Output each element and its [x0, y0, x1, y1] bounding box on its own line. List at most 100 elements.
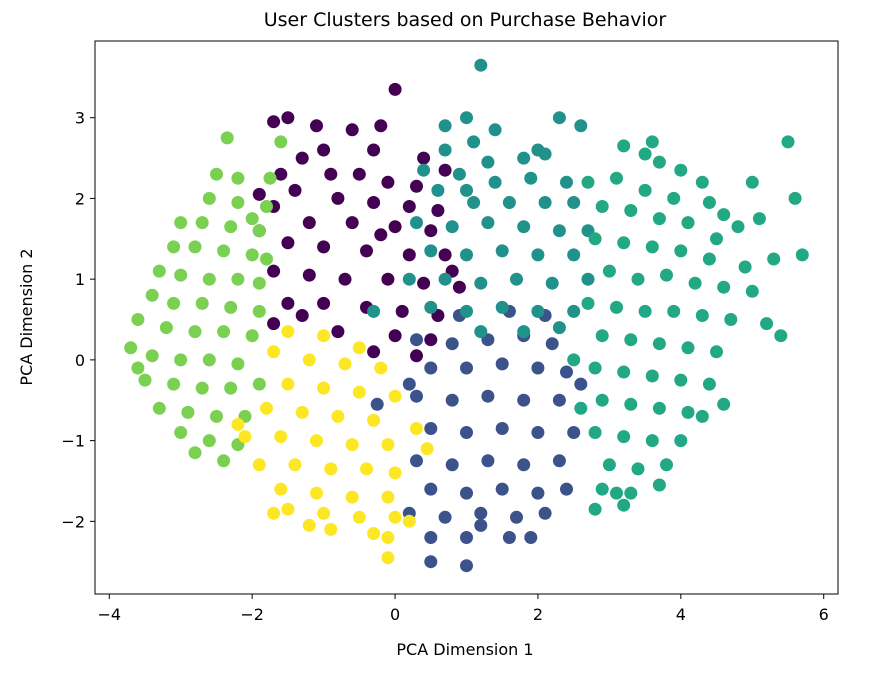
scatter-point [381, 438, 395, 452]
scatter-point [652, 337, 666, 351]
scatter-point [638, 147, 652, 161]
scatter-point [545, 276, 559, 290]
x-tick-label: −2 [240, 605, 264, 624]
scatter-point [224, 220, 238, 234]
scatter-point [574, 401, 588, 415]
x-tick-label: 2 [533, 605, 543, 624]
scatter-point [717, 208, 731, 222]
scatter-point [710, 232, 723, 246]
scatter-point [624, 397, 638, 411]
scatter-point [674, 163, 688, 177]
scatter-point [167, 240, 181, 254]
scatter-point [474, 276, 488, 290]
scatter-point [174, 216, 188, 230]
scatter-point [195, 381, 209, 395]
scatter-point [588, 426, 602, 439]
scatter-point [488, 123, 502, 137]
chart-title: User Clusters based on Purchase Behavior [264, 9, 667, 31]
scatter-point [574, 377, 588, 391]
scatter-point [552, 321, 566, 335]
scatter-point [252, 187, 266, 201]
scatter-point [495, 300, 509, 314]
x-axis: −4 −2 0 2 4 6 [97, 594, 829, 624]
scatter-point [452, 280, 466, 294]
scatter-point [624, 333, 638, 347]
scatter-point [702, 377, 716, 391]
scatter-point [388, 389, 402, 403]
scatter-point [674, 373, 688, 387]
scatter-point [652, 212, 666, 226]
scatter-point [495, 357, 509, 371]
y-tick-label: −2 [61, 512, 85, 531]
y-axis: −2 −1 0 1 2 3 [61, 109, 95, 531]
scatter-point [774, 329, 788, 343]
scatter-point [410, 422, 423, 435]
scatter-point [702, 252, 716, 266]
scatter-point [631, 272, 645, 286]
scatter-point [460, 248, 473, 262]
scatter-point [695, 409, 709, 423]
scatter-point [210, 167, 223, 181]
scatter-point [367, 196, 381, 209]
scatter-point [345, 490, 359, 504]
scatter-point [495, 482, 509, 496]
scatter-point [424, 244, 438, 258]
scatter-point [388, 220, 402, 234]
scatter-point [731, 220, 745, 234]
scatter-point [602, 264, 616, 278]
scatter-point [745, 175, 759, 189]
scatter-point [252, 377, 266, 391]
scatter-point [202, 191, 216, 205]
scatter-point [352, 385, 366, 399]
scatter-point [367, 527, 381, 540]
scatter-point [652, 478, 666, 492]
scatter-point [417, 151, 431, 165]
points-layer [124, 58, 809, 573]
scatter-point [645, 434, 659, 448]
scatter-point [438, 163, 452, 177]
scatter-point [445, 393, 459, 407]
scatter-point [588, 232, 602, 246]
scatter-point [181, 405, 195, 419]
scatter-point [667, 191, 681, 205]
scatter-point [267, 317, 281, 331]
scatter-point [260, 200, 273, 213]
scatter-point [552, 454, 566, 468]
scatter-point [152, 401, 166, 415]
y-tick-label: −1 [61, 432, 85, 451]
scatter-point [217, 244, 231, 258]
scatter-point [410, 216, 423, 230]
scatter-point [531, 361, 545, 375]
scatter-point [531, 486, 545, 500]
scatter-point [145, 349, 159, 363]
scatter-point [274, 430, 288, 444]
scatter-point [424, 422, 438, 435]
scatter-point [645, 135, 659, 149]
scatter-point [524, 171, 538, 185]
scatter-point [402, 272, 416, 286]
scatter-point [610, 171, 623, 185]
scatter-point [595, 329, 609, 343]
scatter-point [638, 304, 652, 318]
scatter-point [145, 288, 159, 302]
scatter-point [588, 502, 602, 516]
scatter-point [745, 284, 759, 298]
scatter-point [681, 341, 695, 355]
scatter-point [602, 458, 616, 472]
scatter-point [495, 244, 509, 258]
scatter-point [517, 151, 531, 165]
scatter-point [424, 531, 438, 544]
scatter-point [595, 200, 609, 213]
scatter-point [317, 381, 331, 395]
scatter-point [352, 510, 366, 524]
scatter-point [667, 304, 681, 318]
scatter-point [702, 196, 716, 209]
scatter-point [410, 333, 423, 347]
scatter-point [610, 300, 623, 314]
scatter-point [260, 401, 273, 415]
scatter-point [588, 361, 602, 375]
scatter-point [288, 183, 302, 197]
scatter-point [370, 397, 384, 411]
x-tick-label: 0 [390, 605, 400, 624]
